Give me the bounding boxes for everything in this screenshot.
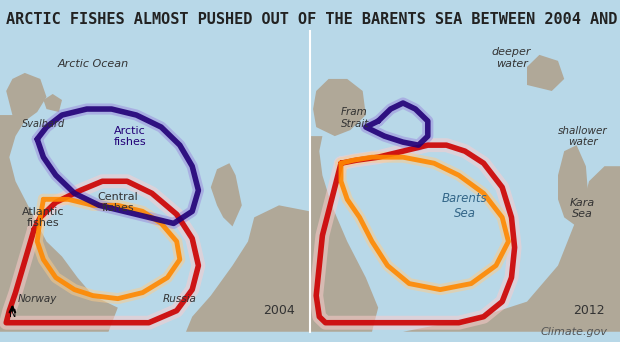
Text: ARCTIC FISHES ALMOST PUSHED OUT OF THE BARENTS SEA BETWEEN 2004 AND 2012: ARCTIC FISHES ALMOST PUSHED OUT OF THE B… xyxy=(6,12,620,27)
Text: Svalbard: Svalbard xyxy=(22,119,65,129)
Text: Fram
Strait: Fram Strait xyxy=(341,107,370,129)
Polygon shape xyxy=(313,79,366,136)
Text: 2012: 2012 xyxy=(573,304,605,317)
Polygon shape xyxy=(310,136,378,332)
Text: 2004: 2004 xyxy=(263,304,295,317)
Text: Arctic Ocean: Arctic Ocean xyxy=(58,59,128,69)
Text: N: N xyxy=(9,309,16,319)
Text: deeper
water: deeper water xyxy=(492,47,531,69)
Text: Climate.gov: Climate.gov xyxy=(541,327,608,337)
Text: Norway: Norway xyxy=(17,294,57,304)
Text: Arctic
fishes: Arctic fishes xyxy=(114,126,146,147)
Polygon shape xyxy=(527,55,564,91)
Polygon shape xyxy=(211,163,242,226)
Polygon shape xyxy=(558,145,589,226)
Polygon shape xyxy=(0,115,118,332)
Text: Barents
Sea: Barents Sea xyxy=(442,193,488,220)
Polygon shape xyxy=(403,166,620,332)
Text: Kara
Sea: Kara Sea xyxy=(570,198,595,219)
Text: Russia: Russia xyxy=(163,294,197,304)
Text: shallower
water: shallower water xyxy=(558,126,608,147)
Polygon shape xyxy=(186,205,310,332)
Polygon shape xyxy=(6,73,47,121)
Text: Atlantic
fishes: Atlantic fishes xyxy=(22,207,64,228)
Text: Central
fishes: Central fishes xyxy=(97,192,138,213)
Polygon shape xyxy=(43,94,62,112)
